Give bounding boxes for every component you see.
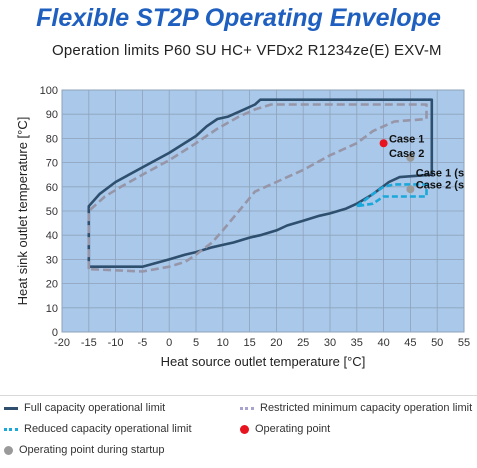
legend-label-full: Full capacity operational limit	[24, 402, 166, 414]
x-tick-label: 50	[431, 337, 443, 349]
annotation-3: Case 2 (s	[416, 179, 464, 191]
x-tick-label: 0	[166, 337, 172, 349]
x-tick-label: 55	[458, 337, 470, 349]
annotation-2: Case 1 (s	[416, 167, 464, 179]
series-line-2	[356, 183, 428, 208]
y-tick-label: 70	[46, 158, 58, 170]
x-axis-label: Heat source outlet temperature [°C]	[161, 354, 366, 369]
grey-dot-icon	[4, 445, 13, 455]
page-title: Flexible ST2P Operating Envelope	[36, 4, 441, 32]
legend-item-reduced: Reduced capacity operational limit	[4, 423, 192, 435]
y-tick-label: 30	[46, 254, 58, 266]
x-tick-label: 20	[270, 337, 282, 349]
x-tick-label: 10	[217, 337, 229, 349]
annotation-0: Case 1	[389, 133, 424, 145]
legend-label-startup: Operating point during startup	[19, 444, 165, 456]
x-tick-label: 5	[193, 337, 199, 349]
y-tick-label: 100	[40, 85, 58, 97]
legend-label-restricted: Restricted minimum capacity operation li…	[260, 402, 473, 414]
x-tick-label: -10	[108, 337, 124, 349]
y-tick-label: 80	[46, 133, 58, 145]
y-axis-label: Heat sink outlet temperature [°C]	[15, 117, 30, 306]
y-tick-label: 40	[46, 230, 58, 242]
legend-label-reduced: Reduced capacity operational limit	[24, 423, 192, 435]
legend-item-full: Full capacity operational limit	[4, 402, 165, 414]
dashed-line-icon	[4, 427, 18, 431]
x-tick-label: 35	[351, 337, 363, 349]
red-dot-icon	[240, 424, 249, 434]
envelope-chart: -20 -15 -10 -5 0 5 10 15 20 25 30 35 40 45 50 55 0 10 20 30…	[15, 85, 470, 369]
data-point-2	[406, 185, 415, 194]
legend-item-operating: Operating point	[240, 423, 330, 435]
solid-line-icon	[4, 406, 18, 410]
legend-item-startup: Operating point during startup	[4, 444, 165, 456]
series-line-1	[87, 103, 428, 273]
chart-subtitle: Operation limits P60 SU HC+ VFDx2 R1234z…	[52, 42, 442, 59]
data-point-0	[379, 139, 388, 148]
x-tick-label: 40	[377, 337, 389, 349]
data-point-1	[406, 153, 415, 162]
y-tick-label: 60	[46, 182, 58, 194]
y-tick-label: 50	[46, 206, 58, 218]
y-tick-label: 90	[46, 109, 58, 121]
x-tick-label: 25	[297, 337, 309, 349]
y-tick-label: 20	[46, 279, 58, 291]
x-tick-label: -20	[54, 337, 70, 349]
x-tick-label: 15	[243, 337, 255, 349]
x-tick-label: 30	[324, 337, 336, 349]
legend-label-operating: Operating point	[255, 423, 331, 435]
annotation-1: Case 2	[389, 148, 424, 160]
dotted-line-icon	[240, 406, 254, 410]
legend-item-restricted: Restricted minimum capacity operation li…	[240, 402, 472, 414]
x-tick-label: -15	[81, 337, 97, 349]
y-tick-label: 0	[52, 327, 58, 339]
x-tick-label: 45	[404, 337, 416, 349]
x-tick-label: -5	[138, 337, 148, 349]
y-tick-label: 10	[46, 303, 58, 315]
chart-legend: Full capacity operational limit Restrict…	[0, 395, 477, 468]
